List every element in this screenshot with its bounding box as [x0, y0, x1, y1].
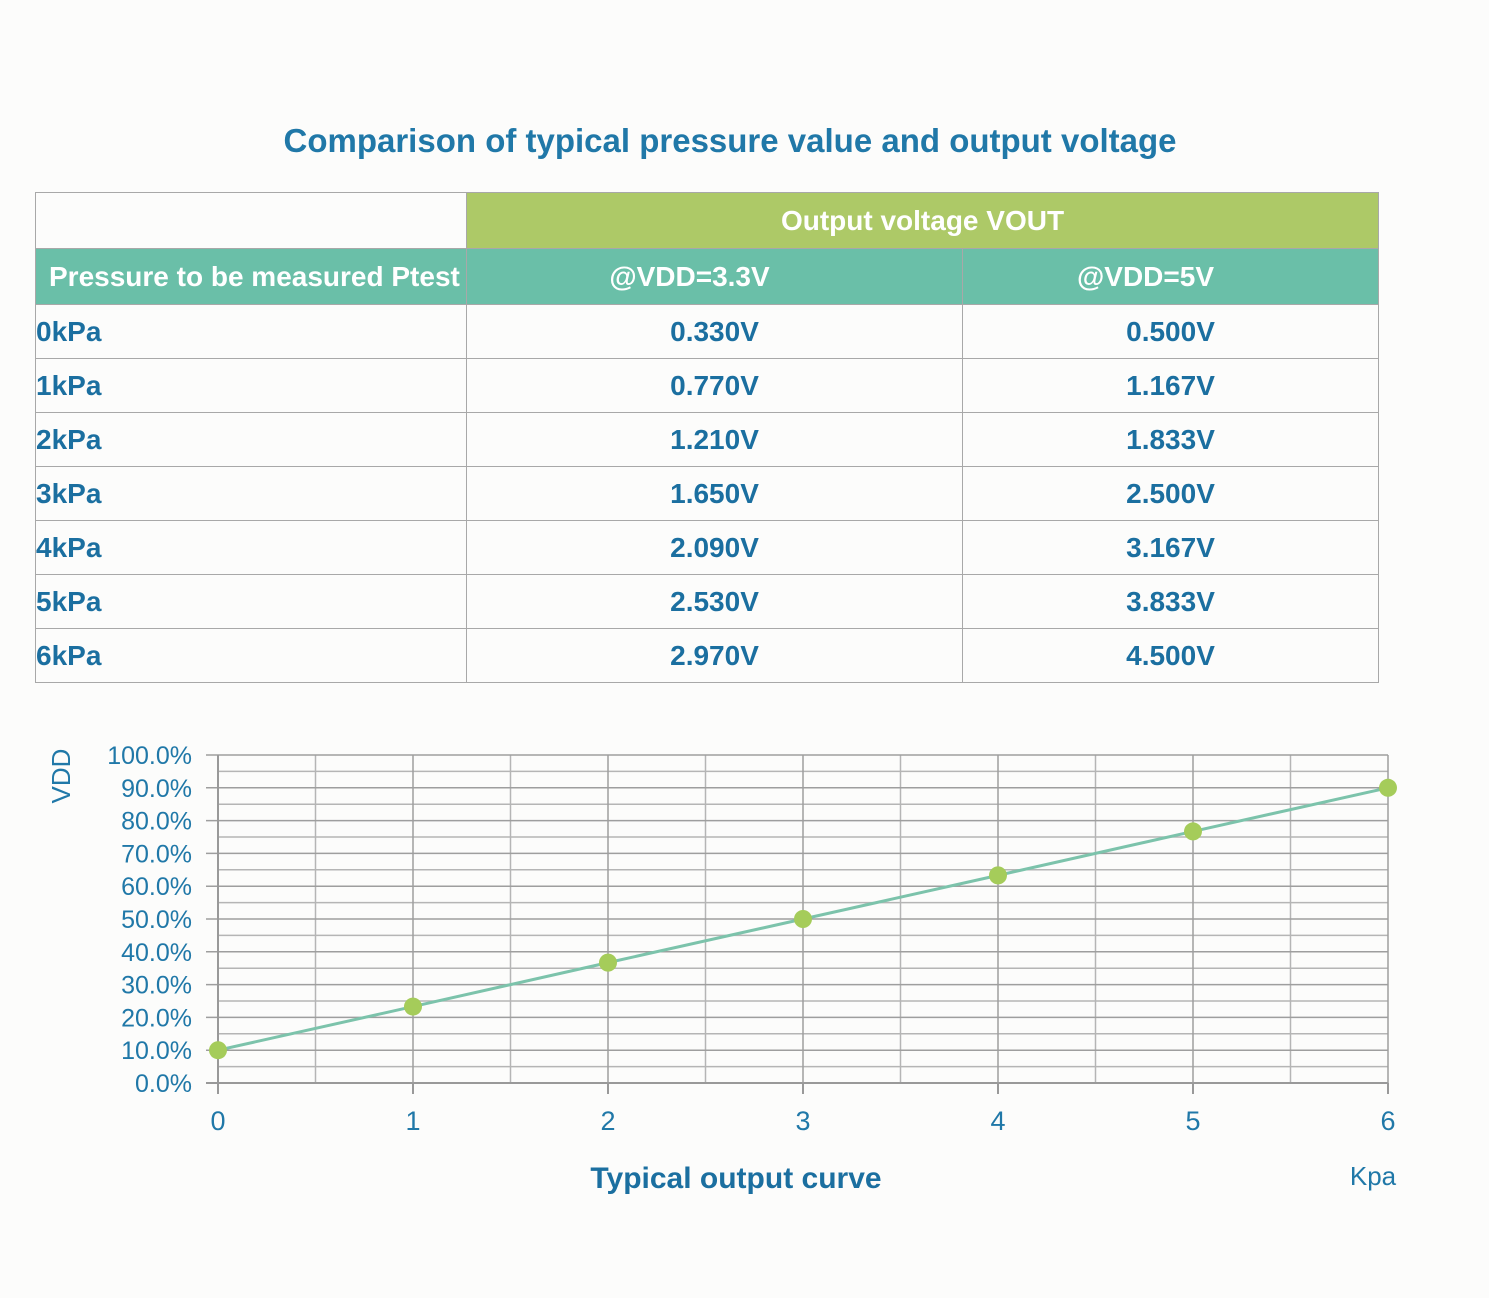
y-tick-label: 20.0% [121, 1004, 192, 1032]
y-tick-label: 70.0% [121, 840, 192, 868]
pressure-cell: 4kPa [35, 520, 467, 575]
pressure-cell: 1kPa [35, 358, 467, 413]
pressure-cell: 2kPa [35, 412, 467, 467]
pressure-cell: 5kPa [35, 574, 467, 629]
data-point-marker [209, 1041, 227, 1060]
data-point-marker [794, 910, 812, 928]
x-tick-label: 5 [1185, 1106, 1200, 1136]
vout-5v-cell: 1.167V [961, 358, 1380, 413]
y-tick-label: 0.0% [135, 1070, 192, 1098]
table-row: 2kPa 1.210V 1.833V [35, 412, 1380, 467]
table-row: 1kPa 0.770V 1.167V [35, 358, 1380, 413]
vout-5v-cell: 3.833V [961, 574, 1380, 629]
x-tick-label: 0 [210, 1106, 225, 1136]
y-tick-label: 40.0% [121, 939, 192, 967]
y-tick-label: 90.0% [121, 775, 192, 803]
vout-3v3-cell: 0.330V [466, 304, 963, 359]
vout-3v3-cell: 0.770V [466, 358, 963, 413]
vout-3v3-cell: 2.530V [466, 574, 963, 629]
y-axis-title: VDD [46, 749, 76, 804]
pressure-voltage-table: Output voltage VOUT Pressure to be measu… [35, 192, 1380, 683]
pressure-cell: 3kPa [35, 466, 467, 521]
x-tick-label: 2 [600, 1106, 615, 1136]
y-tick-label: 30.0% [121, 972, 192, 1000]
table-column-header-row: Pressure to be measured Ptest @VDD=3.3V … [35, 248, 1380, 305]
data-point-marker [989, 866, 1007, 885]
series-line-group [209, 778, 1397, 1060]
vout-3v3-cell: 1.210V [466, 412, 963, 467]
vout-5v-cell: 3.167V [961, 520, 1380, 575]
vout-3v3-cell: 2.970V [466, 628, 963, 683]
table-row: 3kPa 1.650V 2.500V [35, 466, 1380, 521]
vout-5v-cell: 0.500V [961, 304, 1380, 359]
chart-title: Typical output curve [590, 1162, 881, 1195]
chart-tick-labels: 0.0% 10.0% 20.0% 30.0% 40.0% 50.0% 60.0% 70.0% 8… [107, 742, 1395, 1136]
table-row: 0kPa 0.330V 0.500V [35, 304, 1380, 359]
vout-3v3-cell: 1.650V [466, 466, 963, 521]
vout-5v-cell: 1.833V [961, 412, 1380, 467]
vout-5v-cell: 2.500V [961, 466, 1380, 521]
table-group-header-row: Output voltage VOUT [35, 192, 1380, 249]
x-tick-label: 4 [990, 1106, 1005, 1136]
pressure-cell: 0kPa [35, 304, 467, 359]
chart-axes [217, 755, 1389, 1094]
x-axis-unit-label: Kpa [1350, 1161, 1397, 1191]
x-tick-label: 3 [795, 1106, 810, 1136]
vout-3v3-cell: 2.090V [466, 520, 963, 575]
table-row: 4kPa 2.090V 3.167V [35, 520, 1380, 575]
y-tick-label: 50.0% [121, 906, 192, 934]
col-header-vdd5-cell: @VDD=5V [961, 248, 1380, 305]
col-header-vdd33-cell: @VDD=3.3V [466, 248, 963, 305]
data-point-marker [1379, 778, 1397, 797]
data-point-marker [404, 997, 422, 1016]
blank-cell [35, 192, 467, 249]
page-title: Comparison of typical pressure value and… [283, 122, 1177, 159]
output-curve-chart: 0.0% 10.0% 20.0% 30.0% 40.0% 50.0% 60.0% 70.0% 8… [46, 742, 1397, 1195]
chart-grid [206, 754, 1389, 1084]
data-point-marker [599, 953, 617, 972]
y-tick-label: 60.0% [121, 873, 192, 901]
y-tick-label: 10.0% [121, 1037, 192, 1065]
data-point-marker [1184, 822, 1202, 841]
group-header-cell: Output voltage VOUT [465, 192, 1380, 249]
x-tick-label: 6 [1380, 1106, 1395, 1136]
row-axis-header-cell: Pressure to be measured Ptest [35, 248, 467, 305]
y-tick-label: 100.0% [107, 742, 192, 770]
table-row: 5kPa 2.530V 3.833V [35, 574, 1380, 629]
x-tick-label: 1 [405, 1106, 420, 1136]
vout-5v-cell: 4.500V [961, 628, 1380, 683]
table-row: 6kPa 2.970V 4.500V [35, 628, 1380, 683]
pressure-cell: 6kPa [35, 628, 467, 683]
y-tick-label: 80.0% [121, 808, 192, 836]
